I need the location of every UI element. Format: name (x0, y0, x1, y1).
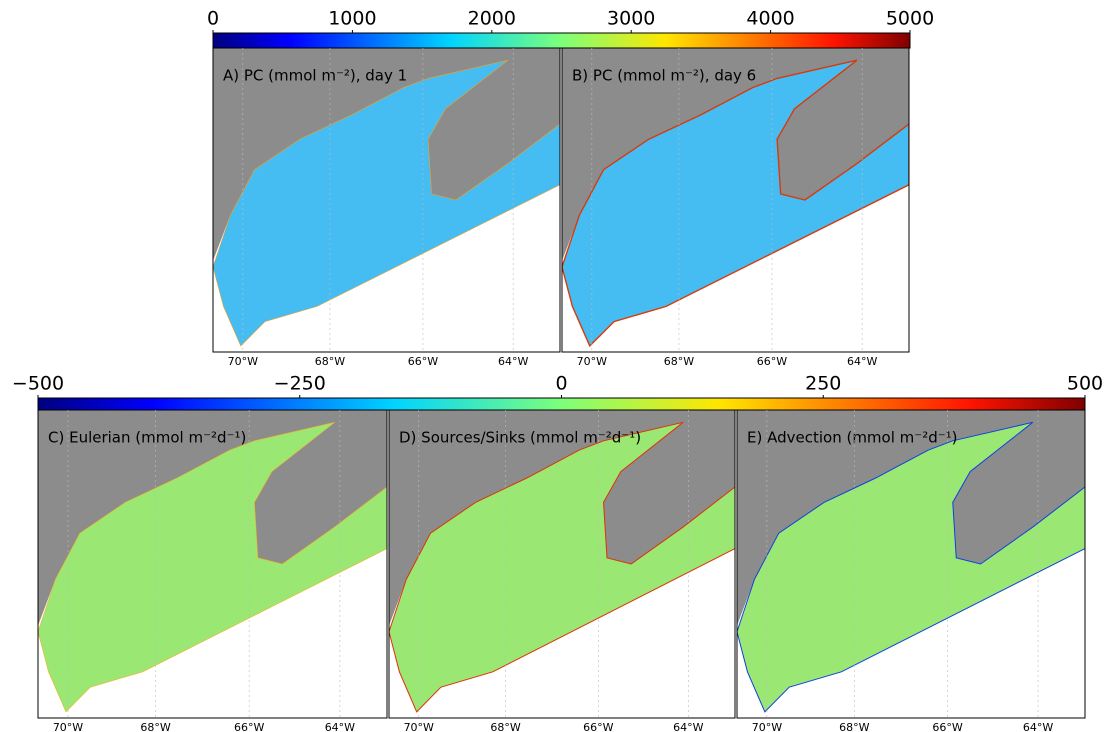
sea-field (389, 422, 735, 712)
colorbar-tick-label: 0 (555, 373, 567, 395)
land (737, 410, 1085, 626)
x-tick-label: 68°W (140, 721, 170, 732)
map-panel (389, 410, 735, 718)
land (389, 410, 735, 626)
land (213, 48, 560, 261)
map-panel (38, 410, 387, 718)
sea-field (38, 422, 387, 712)
colorbar-tick-label: 0 (207, 8, 219, 30)
panel-frame (388, 409, 736, 719)
x-tick-label: 70°W (228, 355, 258, 368)
x-tick-label: 64°W (847, 355, 877, 368)
land (38, 410, 387, 626)
colorbar-tick-label: 2000 (468, 8, 516, 30)
panel-title: A) PC (mmol m⁻²), day 1 (223, 67, 407, 85)
x-tick-label: 64°W (498, 355, 528, 368)
colorbar-tick-label: 500 (1067, 373, 1103, 395)
x-tick-label: 70°W (53, 721, 83, 732)
panel-frame (736, 409, 1086, 719)
colorbar-tick-label: 250 (805, 373, 841, 395)
map-panel (213, 48, 560, 352)
colorbar-tick-label: −500 (12, 373, 64, 395)
colorbar (212, 32, 911, 49)
x-tick-label: 68°W (839, 721, 869, 732)
sea-field (213, 60, 560, 346)
x-tick-label: 64°W (1023, 721, 1053, 732)
map-panel (562, 48, 909, 352)
panel-frame (561, 47, 910, 353)
colorbar-tick-label: 1000 (328, 8, 376, 30)
panel-title: E) Advection (mmol m⁻²d⁻¹) (747, 429, 958, 447)
panel-title: B) PC (mmol m⁻²), day 6 (572, 67, 756, 85)
map-panel (737, 410, 1085, 718)
panel-title: D) Sources/Sinks (mmol m⁻²d⁻¹) (399, 429, 641, 447)
colorbar-tick-label: 4000 (746, 8, 794, 30)
x-tick-label: 66°W (234, 721, 264, 732)
colorbar-tick-label: −250 (274, 373, 326, 395)
x-tick-label: 64°W (673, 721, 703, 732)
x-tick-label: 64°W (325, 721, 355, 732)
x-tick-label: 66°W (408, 355, 438, 368)
colorbar-tick-label: 3000 (607, 8, 655, 30)
panel-frame (37, 409, 388, 719)
panel-frame (212, 47, 561, 353)
sea-field (562, 60, 909, 346)
x-tick-label: 70°W (752, 721, 782, 732)
x-tick-label: 66°W (583, 721, 613, 732)
land (562, 48, 909, 261)
x-tick-label: 68°W (490, 721, 520, 732)
sea-field (737, 422, 1085, 712)
panel-title: C) Eulerian (mmol m⁻²d⁻¹) (48, 429, 246, 447)
x-tick-label: 70°W (404, 721, 434, 732)
x-tick-label: 68°W (664, 355, 694, 368)
x-tick-label: 66°W (932, 721, 962, 732)
x-tick-label: 66°W (757, 355, 787, 368)
colorbar (37, 397, 1086, 411)
colorbar-tick-label: 5000 (886, 8, 934, 30)
x-tick-label: 70°W (577, 355, 607, 368)
x-tick-label: 68°W (315, 355, 345, 368)
